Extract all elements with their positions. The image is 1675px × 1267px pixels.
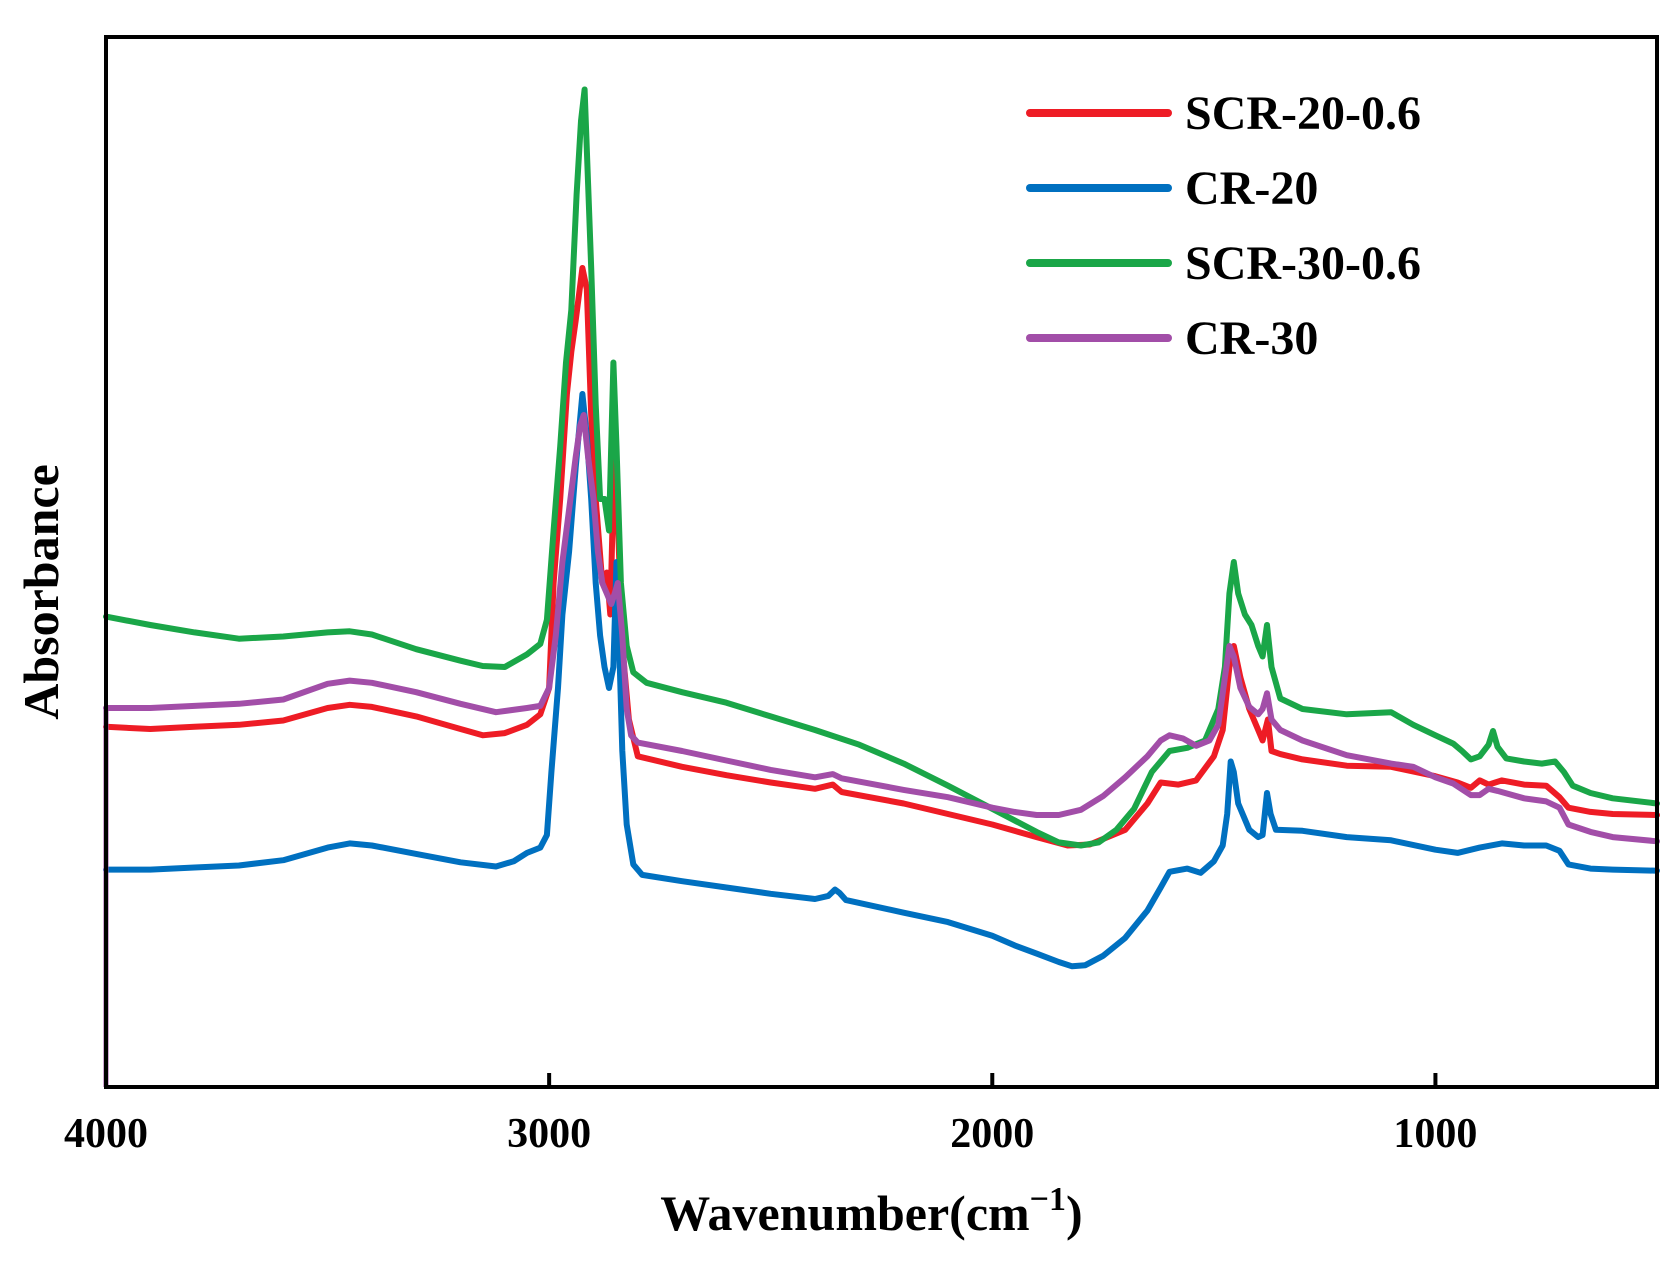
series-line-scr-20-0-6 [103, 265, 1660, 849]
series-layer [103, 86, 1660, 1087]
x-axis-title-main: Wavenumber(cm [660, 1185, 1029, 1241]
legend: SCR-20-0.6 CR-20 SCR-30-0.6 CR-30 [1026, 87, 1421, 365]
legend-label: SCR-30-0.6 [1185, 237, 1421, 290]
legend-label: CR-30 [1185, 312, 1318, 365]
x-tick-label: 3000 [507, 1111, 591, 1157]
plot-frame [104, 35, 1659, 1089]
legend-label: CR-20 [1185, 162, 1318, 215]
x-axis-title-close: ) [1066, 1185, 1083, 1241]
x-axis-title: Wavenumber(cm−1) [660, 1181, 1082, 1241]
series-line-cr-20 [103, 391, 1660, 970]
x-tick-label: 2000 [950, 1111, 1034, 1157]
x-tick-label: 4000 [64, 1111, 148, 1157]
x-axis-ticks: 4000 3000 2000 1000 [64, 1073, 1477, 1157]
legend-label: SCR-20-0.6 [1185, 87, 1421, 140]
series-line-scr-30-0-6 [103, 86, 1660, 849]
series-line-cr-30 [103, 412, 1660, 845]
y-axis-title: Absorbance [13, 464, 69, 720]
x-tick-label: 1000 [1393, 1111, 1477, 1157]
x-axis-title-superscript: −1 [1030, 1181, 1066, 1218]
